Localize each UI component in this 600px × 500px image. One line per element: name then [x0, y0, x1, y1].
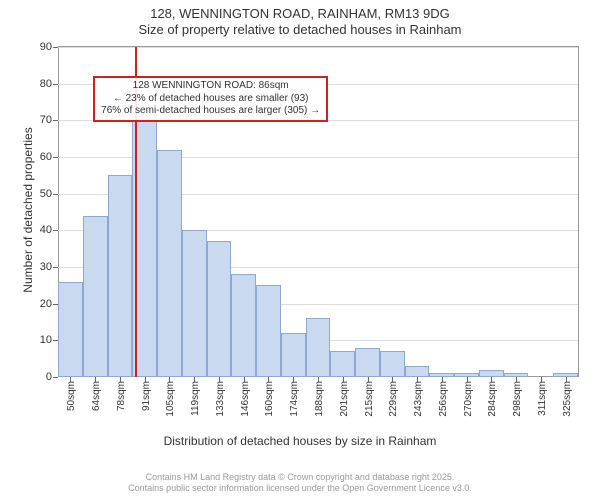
x-tick-label: 256sqm	[438, 381, 449, 417]
x-tick-label: 270sqm	[463, 381, 474, 417]
y-tick-label: 40	[40, 224, 58, 236]
histogram-bar	[355, 348, 380, 377]
y-axis-title: Number of detached properties	[21, 110, 35, 310]
y-tick-label: 50	[40, 188, 58, 200]
x-tick-label: 311sqm	[537, 381, 548, 416]
x-tick-label: 105sqm	[165, 381, 176, 417]
y-tick-label: 70	[40, 114, 58, 126]
x-tick-label: 119sqm	[190, 381, 201, 416]
annotation-line-2: ← 23% of detached houses are smaller (93…	[101, 93, 320, 106]
x-tick-label: 325sqm	[562, 381, 573, 417]
histogram-bar	[256, 285, 281, 377]
title-line-2: Size of property relative to detached ho…	[0, 22, 600, 38]
title-block: 128, WENNINGTON ROAD, RAINHAM, RM13 9DG …	[0, 0, 600, 39]
annotation-line-1: 128 WENNINGTON ROAD: 86sqm	[101, 80, 320, 93]
histogram-bar	[83, 216, 108, 377]
plot-area: 010203040506070809050sqm64sqm78sqm91sqm1…	[58, 46, 579, 377]
histogram-bar	[479, 370, 504, 377]
histogram-bar	[281, 333, 306, 377]
x-tick-label: 201sqm	[339, 381, 350, 417]
histogram-bar	[182, 230, 207, 377]
y-tick-label: 80	[40, 78, 58, 90]
footer-line-1: Contains HM Land Registry data © Crown c…	[0, 472, 600, 483]
x-tick-label: 91sqm	[141, 381, 152, 411]
histogram-bar	[405, 366, 430, 377]
footer-note: Contains HM Land Registry data © Crown c…	[0, 472, 600, 495]
y-tick-label: 10	[40, 334, 58, 346]
y-tick-label: 20	[40, 298, 58, 310]
annotation-line-3: 76% of semi-detached houses are larger (…	[101, 105, 320, 118]
histogram-bar	[380, 351, 405, 377]
footer-line-2: Contains public sector information licen…	[0, 483, 600, 494]
x-axis-title: Distribution of detached houses by size …	[0, 434, 600, 448]
x-tick-label: 64sqm	[91, 381, 102, 411]
histogram-bar	[157, 150, 182, 377]
title-line-1: 128, WENNINGTON ROAD, RAINHAM, RM13 9DG	[0, 6, 600, 22]
histogram-bar	[330, 351, 355, 377]
histogram-bar	[231, 274, 256, 377]
histogram-bar	[207, 241, 232, 377]
x-tick-label: 229sqm	[388, 381, 399, 417]
x-tick-label: 243sqm	[413, 381, 424, 417]
x-tick-label: 174sqm	[289, 381, 300, 417]
x-tick-label: 146sqm	[240, 381, 251, 417]
histogram-bar	[108, 175, 133, 377]
figure-root: 128, WENNINGTON ROAD, RAINHAM, RM13 9DG …	[0, 0, 600, 500]
x-tick-label: 298sqm	[512, 381, 523, 417]
x-tick-label: 78sqm	[116, 381, 127, 411]
histogram-bar	[58, 282, 83, 377]
x-tick-label: 160sqm	[264, 381, 275, 417]
x-tick-label: 133sqm	[215, 381, 226, 417]
y-tick-label: 90	[40, 41, 58, 53]
y-tick-label: 60	[40, 151, 58, 163]
x-tick-label: 284sqm	[487, 381, 498, 417]
x-tick-label: 50sqm	[66, 381, 77, 411]
annotation-box: 128 WENNINGTON ROAD: 86sqm← 23% of detac…	[93, 76, 328, 122]
x-tick-label: 215sqm	[364, 381, 375, 417]
y-tick-label: 30	[40, 261, 58, 273]
y-tick-label: 0	[46, 371, 58, 383]
histogram-bar	[306, 318, 331, 377]
x-tick-label: 188sqm	[314, 381, 325, 417]
